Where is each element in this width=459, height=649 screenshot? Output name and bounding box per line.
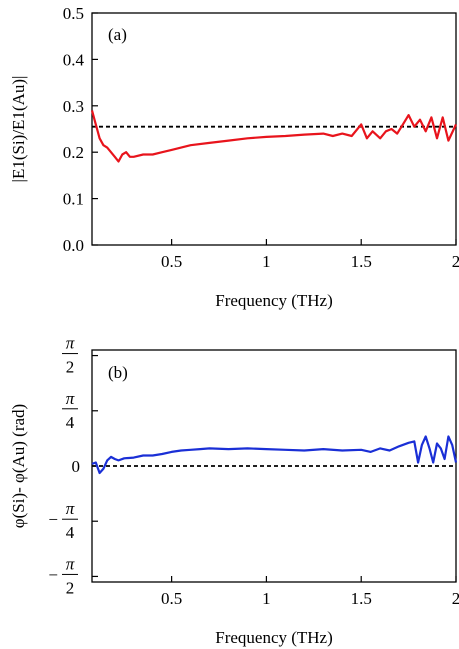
x-tick-label: 1 bbox=[262, 252, 271, 271]
panel-a-ylabel: |E1(Si)/E1(Au)| bbox=[9, 76, 28, 183]
y-tick-label-numerator: π bbox=[66, 499, 75, 518]
y-tick-label-denominator: 2 bbox=[66, 578, 75, 597]
panel-a-label: (a) bbox=[108, 25, 127, 44]
panel-b-ylabel: φ(Si)- φ(Au) (rad) bbox=[9, 404, 28, 528]
y-tick-label-numerator: π bbox=[66, 334, 75, 353]
panel-a-plot-area bbox=[90, 110, 457, 163]
x-tick-label: 0.5 bbox=[161, 252, 182, 271]
y-tick-label: 0.1 bbox=[63, 190, 84, 209]
x-tick-label: 2 bbox=[452, 589, 459, 608]
x-tick-label: 1 bbox=[262, 589, 271, 608]
panel-a-ticks: 0.5 1 1.5 2 0.0 0.1 0.2 0.3 0.4 0.5 bbox=[63, 4, 459, 271]
y-tick-label: 0.4 bbox=[63, 50, 85, 69]
panel-a-frame bbox=[91, 12, 457, 246]
x-tick-label: 2 bbox=[452, 252, 459, 271]
x-tick-label: 1.5 bbox=[351, 589, 372, 608]
x-tick-label: 0.5 bbox=[161, 589, 182, 608]
series-line bbox=[90, 110, 457, 163]
y-tick-label: 0.0 bbox=[63, 236, 84, 255]
x-tick-label: 1.5 bbox=[351, 252, 372, 271]
y-tick-label-sign: − bbox=[48, 565, 58, 584]
y-tick-label-denominator: 2 bbox=[66, 358, 75, 377]
series-line bbox=[91, 435, 458, 475]
panel-b-plot-area bbox=[91, 435, 458, 475]
y-tick-label: π 4− bbox=[48, 499, 78, 542]
panel-b-xlabel: Frequency (THz) bbox=[215, 628, 333, 647]
y-tick-label-denominator: 4 bbox=[66, 413, 75, 432]
y-tick-label: π4 bbox=[62, 389, 78, 432]
y-tick-label: π 2− bbox=[48, 554, 78, 597]
y-tick-label: 0.3 bbox=[63, 97, 84, 116]
panel-a-xlabel: Frequency (THz) bbox=[215, 291, 333, 310]
y-tick-label-sign: − bbox=[48, 510, 58, 529]
panel-b-label: (b) bbox=[108, 363, 128, 382]
y-tick-label: 0.2 bbox=[63, 143, 84, 162]
panel-a: (a) Frequency (THz) |E1(Si)/E1(Au)| 0.5 1… bbox=[9, 4, 459, 310]
panel-b: (b) Frequency (THz) φ(Si)- φ(Au) (rad) 0… bbox=[9, 334, 459, 647]
y-tick-label: 0.5 bbox=[63, 4, 84, 23]
y-tick-label: 0 bbox=[72, 457, 81, 476]
y-tick-label-numerator: π bbox=[66, 554, 75, 573]
y-tick-label: π2 bbox=[62, 334, 78, 377]
y-tick-label-numerator: π bbox=[66, 389, 75, 408]
y-tick-label-denominator: 4 bbox=[66, 523, 75, 542]
